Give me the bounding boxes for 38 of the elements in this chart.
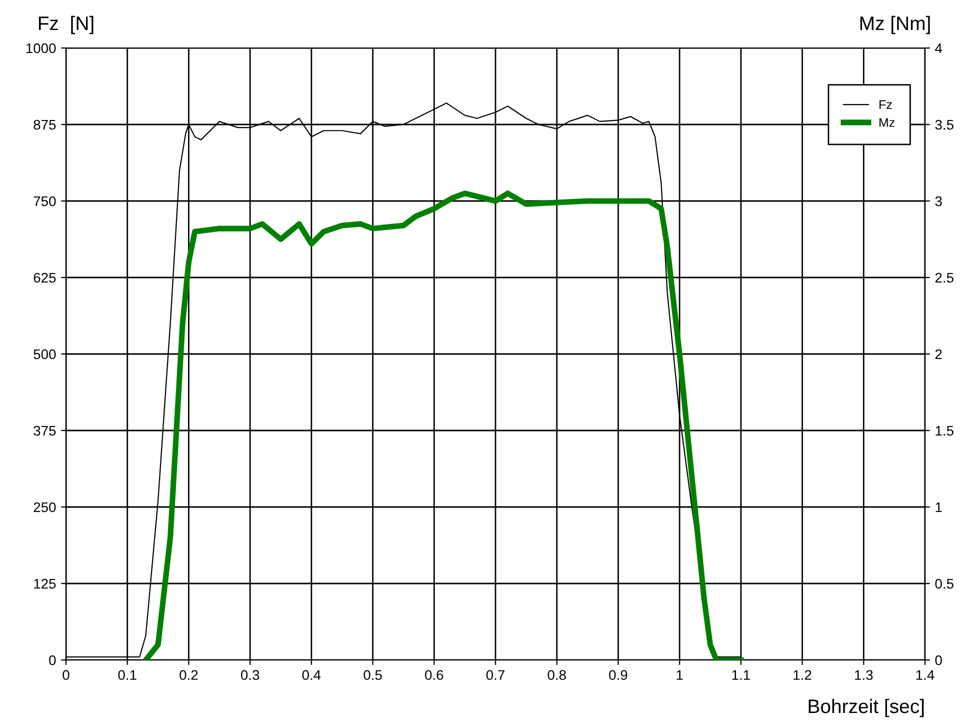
y2-tick-label: 4	[935, 43, 942, 54]
x-tick-label: 0	[62, 670, 70, 680]
x-tick-label: 0.6	[425, 670, 444, 680]
y2-tick-label: 3.5	[935, 120, 954, 130]
y-tick-label: 500	[34, 349, 56, 360]
y-tick-label: 250	[34, 502, 56, 512]
x-tick-label: 0.5	[364, 670, 382, 680]
x-tick-label: 0.1	[118, 670, 136, 680]
x-tick-label: 1.2	[794, 670, 812, 680]
x-tick-label: 1.1	[732, 670, 750, 680]
y-tick-label: 625	[34, 272, 56, 283]
x-tick-label: 0.4	[302, 670, 321, 680]
y2-tick-label: 0.5	[935, 578, 954, 589]
x-tick-label: 0.2	[180, 670, 198, 680]
y-tick-label: 0	[49, 655, 56, 666]
x-axis-title: Bohrzeit [sec]	[808, 698, 924, 718]
y2-tick-label: 2	[935, 349, 942, 360]
y-tick-label: 875	[34, 120, 56, 130]
x-tick-label: 1.3	[855, 670, 873, 680]
y-tick-label: 375	[34, 426, 56, 436]
y2-tick-label: 1.5	[936, 426, 954, 436]
y2-tick-label: 2.5	[935, 272, 954, 283]
legend-label: Fz	[880, 100, 892, 109]
y2-tick-label: 3	[935, 196, 942, 206]
x-tick-label: 0.7	[486, 670, 504, 680]
x-tick-label: 0.9	[609, 670, 628, 680]
y2-axis-title: Mz [Nm]	[860, 16, 930, 34]
x-tick-label: 0.8	[548, 670, 566, 680]
legend-label: Mz	[880, 118, 895, 127]
x-tick-label: 1	[676, 670, 683, 680]
y2-tick-label: 1	[936, 502, 942, 512]
y2-tick-label: 0	[935, 655, 942, 666]
x-tick-label: 0.3	[240, 670, 260, 680]
x-tick-label: 1.4	[916, 670, 934, 680]
y-axis-title: Fz [N]	[38, 16, 94, 34]
y-tick-label: 125	[34, 578, 56, 589]
y-tick-label: 1000	[26, 43, 56, 54]
y-tick-label: 750	[34, 196, 56, 206]
